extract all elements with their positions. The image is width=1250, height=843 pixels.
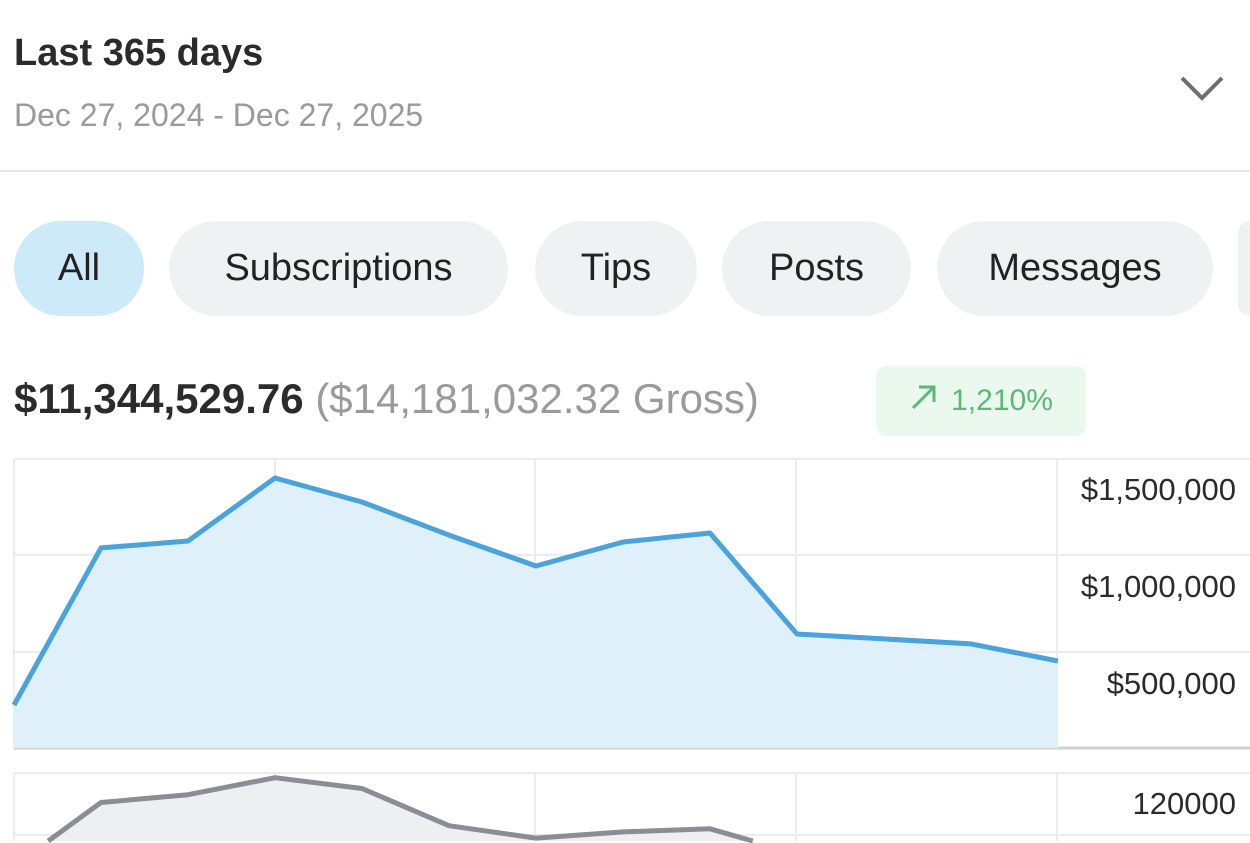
secondary-area (48, 777, 753, 841)
earnings-total: $11,344,529.76 ($14,181,032.32 Gross) (14, 375, 759, 423)
filter-chip-more[interactable] (1238, 221, 1250, 316)
secondary-line (46, 775, 754, 843)
filter-chip-all[interactable]: All (14, 221, 144, 316)
chip-label: All (57, 247, 101, 289)
chip-label: Subscriptions (224, 247, 453, 289)
filter-chip-messages[interactable]: Messages (937, 221, 1213, 316)
chip-label: Tips (580, 247, 652, 289)
gross-earnings: ($14,181,032.32 Gross) (315, 375, 759, 422)
filter-chip-subscriptions[interactable]: Subscriptions (169, 221, 508, 316)
y-tick-label: $1,000,000 (1081, 569, 1236, 604)
y-tick-label: $500,000 (1107, 666, 1236, 701)
chevron-down-icon[interactable] (1178, 70, 1226, 106)
date-range: Dec 27, 2024 - Dec 27, 2025 (14, 97, 424, 133)
chip-label: Messages (988, 247, 1162, 289)
divider (0, 170, 1250, 172)
y-tick-label: $1,500,000 (1081, 472, 1236, 507)
period-title: Last 365 days (14, 32, 264, 74)
change-badge: 1,210% (876, 366, 1086, 436)
arrow-up-right-icon (909, 382, 939, 420)
change-percent: 1,210% (951, 384, 1053, 417)
y-tick-label: 120000 (1133, 786, 1236, 821)
earnings-line (11, 475, 1059, 707)
filter-chip-tips[interactable]: Tips (535, 221, 697, 316)
filter-chip-posts[interactable]: Posts (722, 221, 911, 316)
earnings-area (14, 478, 1058, 748)
net-earnings: $11,344,529.76 (14, 375, 304, 422)
chip-label: Posts (768, 247, 865, 289)
